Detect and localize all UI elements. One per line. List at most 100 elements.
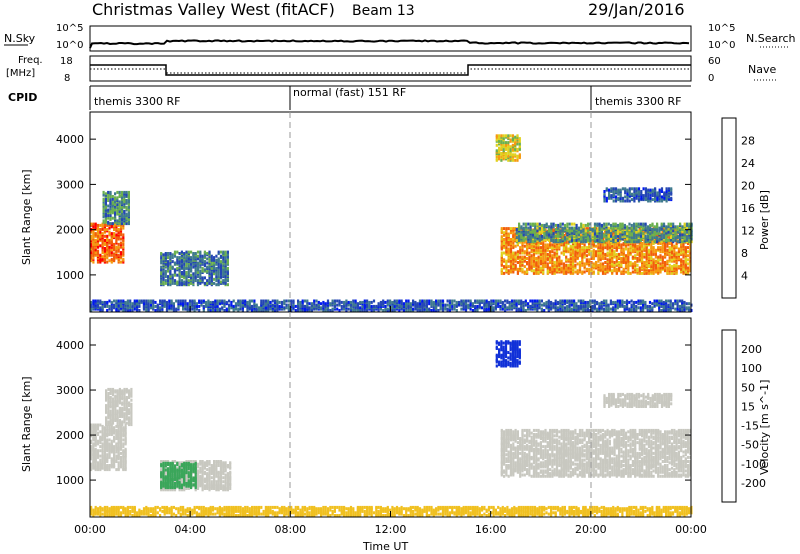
heatmap-cell xyxy=(563,299,566,303)
heatmap-cell xyxy=(523,236,526,240)
heatmap-cell xyxy=(542,258,545,262)
heatmap-cell xyxy=(425,303,428,307)
heatmap-cell xyxy=(650,252,653,256)
heatmap-cell xyxy=(439,302,442,306)
heatmap-cell xyxy=(675,267,678,271)
nsky-frame xyxy=(89,25,692,52)
heatmap-cell xyxy=(622,247,625,251)
heatmap-cell xyxy=(511,137,514,141)
heatmap-cell xyxy=(669,306,672,310)
heatmap-cell xyxy=(451,304,454,308)
heatmap-cell xyxy=(545,304,548,308)
heatmap-cell xyxy=(674,299,677,303)
heatmap-cell xyxy=(633,222,636,226)
cpid-segment-1: themis 3300 RF xyxy=(94,95,181,108)
heatmap-cell xyxy=(653,233,656,237)
heatmap-cell xyxy=(297,306,300,310)
heatmap-cell xyxy=(606,243,609,247)
heatmap-cell xyxy=(576,248,579,252)
nave-trace xyxy=(90,68,691,74)
heatmap-cell xyxy=(239,304,242,308)
heatmap-cell xyxy=(656,228,659,231)
heatmap-cell xyxy=(531,229,534,233)
heatmap-cell xyxy=(599,266,602,270)
heatmap-cell xyxy=(322,300,325,304)
heatmap-cell xyxy=(244,299,247,303)
heatmap-cell xyxy=(343,307,346,311)
heatmap-cell xyxy=(425,299,428,303)
heatmap-cell xyxy=(536,222,539,226)
heatmap-cell xyxy=(366,309,369,312)
heatmap-cell xyxy=(607,226,610,230)
heatmap-cell xyxy=(507,269,510,273)
heatmap-cell xyxy=(94,232,97,236)
heatmap-cell xyxy=(294,309,297,312)
heatmap-cell xyxy=(682,267,685,271)
heatmap-cell xyxy=(669,303,672,307)
heatmap-cell xyxy=(664,227,667,231)
heatmap-cell xyxy=(641,227,644,231)
heatmap-cell xyxy=(523,239,526,243)
heatmap-cell xyxy=(535,246,538,250)
heatmap-cell xyxy=(469,307,472,311)
heatmap-cell xyxy=(182,299,185,303)
heatmap-cell xyxy=(627,243,630,247)
heatmap-cell xyxy=(572,271,575,275)
heatmap-cell xyxy=(660,302,663,306)
heatmap-cell xyxy=(532,269,536,273)
heatmap-cell xyxy=(654,259,657,263)
heatmap-cell xyxy=(359,306,362,310)
heatmap-cell xyxy=(606,262,609,266)
heatmap-cell xyxy=(616,302,619,306)
heatmap-cell xyxy=(213,261,216,265)
heatmap-cell xyxy=(570,307,573,311)
heatmap-cell xyxy=(185,262,188,266)
heatmap-cell xyxy=(601,251,605,255)
heatmap-cell xyxy=(138,304,141,308)
heatmap-cell xyxy=(108,259,111,263)
heatmap-cell xyxy=(172,304,175,308)
heatmap-cell xyxy=(133,307,136,311)
heatmap-cell xyxy=(518,153,521,157)
heatmap-cell xyxy=(639,222,643,226)
heatmap-cell xyxy=(476,309,479,312)
heatmap-cell xyxy=(523,227,526,231)
heatmap-cell xyxy=(211,300,215,304)
heatmap-cell xyxy=(661,227,664,231)
heatmap-cell xyxy=(632,309,635,312)
heatmap-cell xyxy=(122,306,125,310)
heatmap-cell xyxy=(167,279,170,283)
heatmap-cell xyxy=(183,265,186,269)
heatmap-cell xyxy=(600,223,603,227)
heatmap-cell xyxy=(133,299,136,303)
heatmap-cell xyxy=(226,250,229,254)
heatmap-cell xyxy=(641,258,644,262)
heatmap-cell xyxy=(437,303,440,307)
heatmap-cell xyxy=(627,247,630,251)
heatmap-cell xyxy=(104,212,107,216)
heatmap-cell xyxy=(370,304,373,308)
heatmap-cell xyxy=(416,302,419,306)
heatmap-cell xyxy=(160,261,163,265)
heatmap-cell xyxy=(99,230,102,234)
heatmap-cell xyxy=(99,228,102,231)
heatmap-cell xyxy=(631,250,634,254)
heatmap-cell xyxy=(160,252,163,255)
heatmap-cell xyxy=(657,246,660,250)
heatmap-cell xyxy=(514,258,517,262)
heatmap-cell xyxy=(349,309,353,312)
heatmap-cell xyxy=(119,241,123,245)
heatmap-cell xyxy=(203,260,206,264)
heatmap-cell xyxy=(589,309,592,312)
heatmap-cell xyxy=(126,299,129,303)
heatmap-cell xyxy=(96,303,100,307)
heatmap-cell xyxy=(349,306,353,310)
heatmap-cell xyxy=(203,254,206,258)
heatmap-cell xyxy=(638,266,641,270)
heatmap-cell xyxy=(331,299,334,303)
heatmap-cell xyxy=(556,306,560,310)
heatmap-cell xyxy=(389,299,392,303)
heatmap-cell xyxy=(492,306,495,310)
heatmap-cell xyxy=(453,299,456,303)
heatmap-cell xyxy=(167,256,170,260)
